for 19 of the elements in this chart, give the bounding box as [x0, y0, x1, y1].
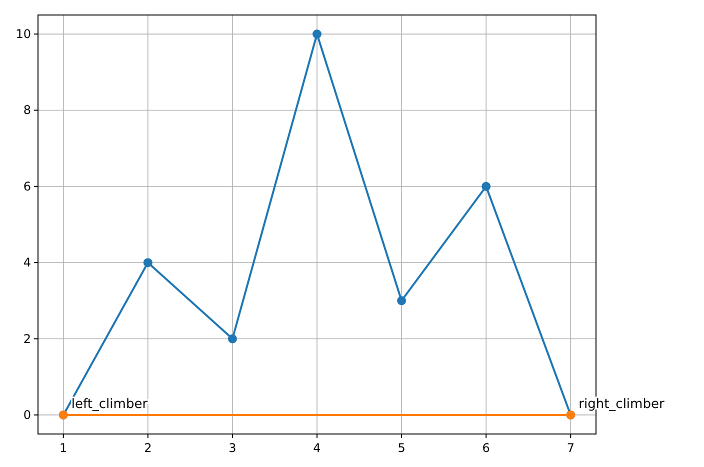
point [228, 334, 237, 344]
x-tick-label: 7 [566, 441, 574, 455]
annotation: left_climber [71, 396, 148, 412]
y-tick-label: 0 [23, 408, 31, 422]
point [397, 296, 406, 306]
x-tick-label: 2 [144, 441, 152, 455]
x-tick-label: 3 [228, 441, 236, 455]
x-tick-label: 4 [313, 441, 321, 455]
x-tick-label: 1 [60, 441, 68, 455]
point [143, 258, 152, 268]
y-tick-label: 10 [16, 27, 31, 42]
x-tick-label: 5 [398, 441, 406, 455]
y-tick-label: 8 [23, 103, 31, 118]
y-tick-label: 2 [23, 332, 31, 346]
y-tick-label: 6 [23, 179, 31, 194]
x-tick-label: 6 [482, 441, 490, 455]
point [482, 182, 491, 191]
point [312, 30, 322, 39]
y-tick-label: 4 [23, 256, 31, 270]
